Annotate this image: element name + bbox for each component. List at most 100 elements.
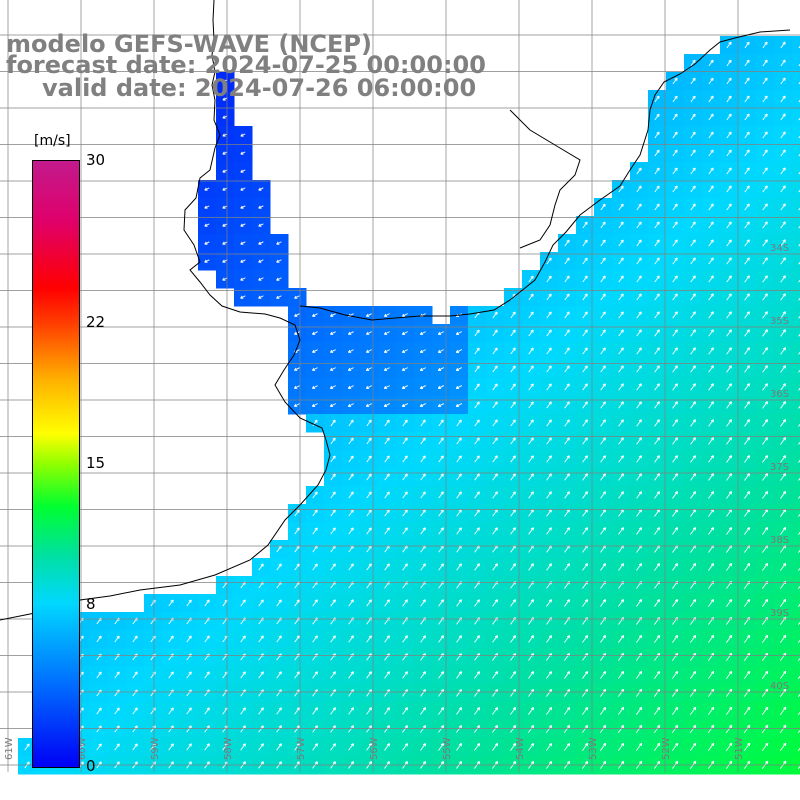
wind-arrow (455, 331, 462, 335)
wind-arrow (582, 509, 588, 517)
wind-arrow (456, 455, 462, 463)
wind-arrow (258, 295, 264, 299)
wind-arrow (762, 527, 769, 535)
wind-arrow (546, 311, 552, 319)
wind-arrow (654, 275, 660, 283)
wind-arrow (455, 403, 463, 407)
wind-arrow (672, 221, 678, 229)
wind-arrow (510, 725, 517, 733)
wind-arrow (726, 329, 732, 337)
wind-arrow (582, 455, 588, 463)
wind-arrow (617, 724, 625, 733)
wind-arrow (726, 401, 732, 409)
wind-arrow (582, 275, 588, 283)
wind-arrow (437, 403, 445, 407)
wind-arrow (401, 367, 408, 371)
wind-arrow (347, 367, 354, 371)
wind-arrow (671, 724, 679, 734)
wind-arrow (401, 385, 408, 389)
wind-cell (792, 378, 800, 397)
wind-arrow (618, 635, 625, 643)
wind-arrow (582, 293, 588, 301)
wind-arrow (762, 293, 768, 301)
wind-arrow (311, 367, 318, 371)
wind-arrow (726, 419, 732, 427)
wind-arrow (797, 657, 800, 662)
wind-arrow (366, 653, 372, 661)
wind-arrow (780, 347, 786, 355)
wind-arrow (276, 707, 282, 715)
wind-arrow (420, 671, 426, 679)
wind-arrow (312, 313, 318, 317)
wind-arrow (402, 563, 408, 571)
wind-arrow (419, 385, 426, 389)
wind-arrow (168, 725, 174, 733)
wind-arrow (672, 293, 678, 301)
wind-arrow (618, 491, 624, 499)
wind-cell (792, 630, 800, 649)
wind-arrow (780, 293, 786, 301)
colorbar-units: [m/s] (34, 133, 71, 149)
wind-arrow (600, 347, 606, 355)
wind-arrow (726, 437, 732, 445)
wind-arrow (689, 670, 697, 679)
wind-arrow (780, 365, 786, 373)
wind-arrow (779, 670, 787, 680)
wind-cell (792, 522, 800, 541)
wind-arrow (258, 205, 264, 209)
wind-arrow (707, 688, 715, 698)
wind-cell (792, 36, 800, 55)
wind-arrow (330, 437, 336, 445)
wind-arrow (222, 223, 228, 227)
wind-arrow (672, 599, 679, 607)
wind-arrow (311, 385, 318, 389)
wind-arrow (600, 239, 606, 247)
wind-arrow (798, 477, 800, 481)
wind-cell (792, 54, 800, 73)
wind-arrow (186, 671, 192, 679)
wind-arrow (438, 725, 444, 733)
wind-arrow (636, 419, 642, 427)
wind-arrow (330, 599, 336, 607)
wind-cell (792, 144, 800, 163)
wind-arrow (762, 59, 768, 67)
wind-arrow (366, 599, 372, 607)
wind-arrow (384, 671, 390, 679)
wind-arrow (276, 725, 282, 733)
wind-arrow (798, 207, 800, 211)
wind-arrow (690, 347, 696, 355)
wind-arrow (636, 311, 642, 319)
wind-arrow (546, 329, 552, 337)
wind-arrow (690, 203, 696, 211)
wind-arrow (294, 725, 300, 733)
wind-arrow (654, 365, 660, 373)
wind-arrow (600, 491, 606, 499)
wind-arrow (474, 635, 480, 643)
wind-arrow (690, 293, 696, 301)
wind-arrow (365, 385, 372, 389)
wind-arrow (780, 167, 786, 175)
wind-arrow (798, 423, 800, 427)
wind-arrow (222, 259, 228, 263)
wind-arrow (761, 634, 769, 643)
wind-arrow (707, 706, 715, 716)
wind-arrow (618, 437, 624, 445)
wind-arrow (762, 221, 768, 229)
wind-arrow (438, 509, 444, 517)
wind-cell (792, 702, 800, 721)
wind-arrow (294, 295, 300, 299)
wind-arrow (528, 635, 534, 643)
wind-arrow (366, 509, 372, 517)
wind-arrow (762, 41, 768, 49)
wind-arrow (672, 275, 678, 283)
wind-arrow (474, 509, 480, 517)
longitude-label: 53W (588, 737, 599, 760)
wind-arrow (294, 599, 300, 607)
wind-arrow (510, 491, 516, 499)
wind-arrow (132, 707, 138, 715)
wind-arrow (744, 167, 750, 175)
wind-arrow (330, 331, 336, 335)
wind-arrow (618, 670, 625, 679)
wind-arrow (671, 670, 679, 679)
wind-arrow (690, 527, 696, 535)
